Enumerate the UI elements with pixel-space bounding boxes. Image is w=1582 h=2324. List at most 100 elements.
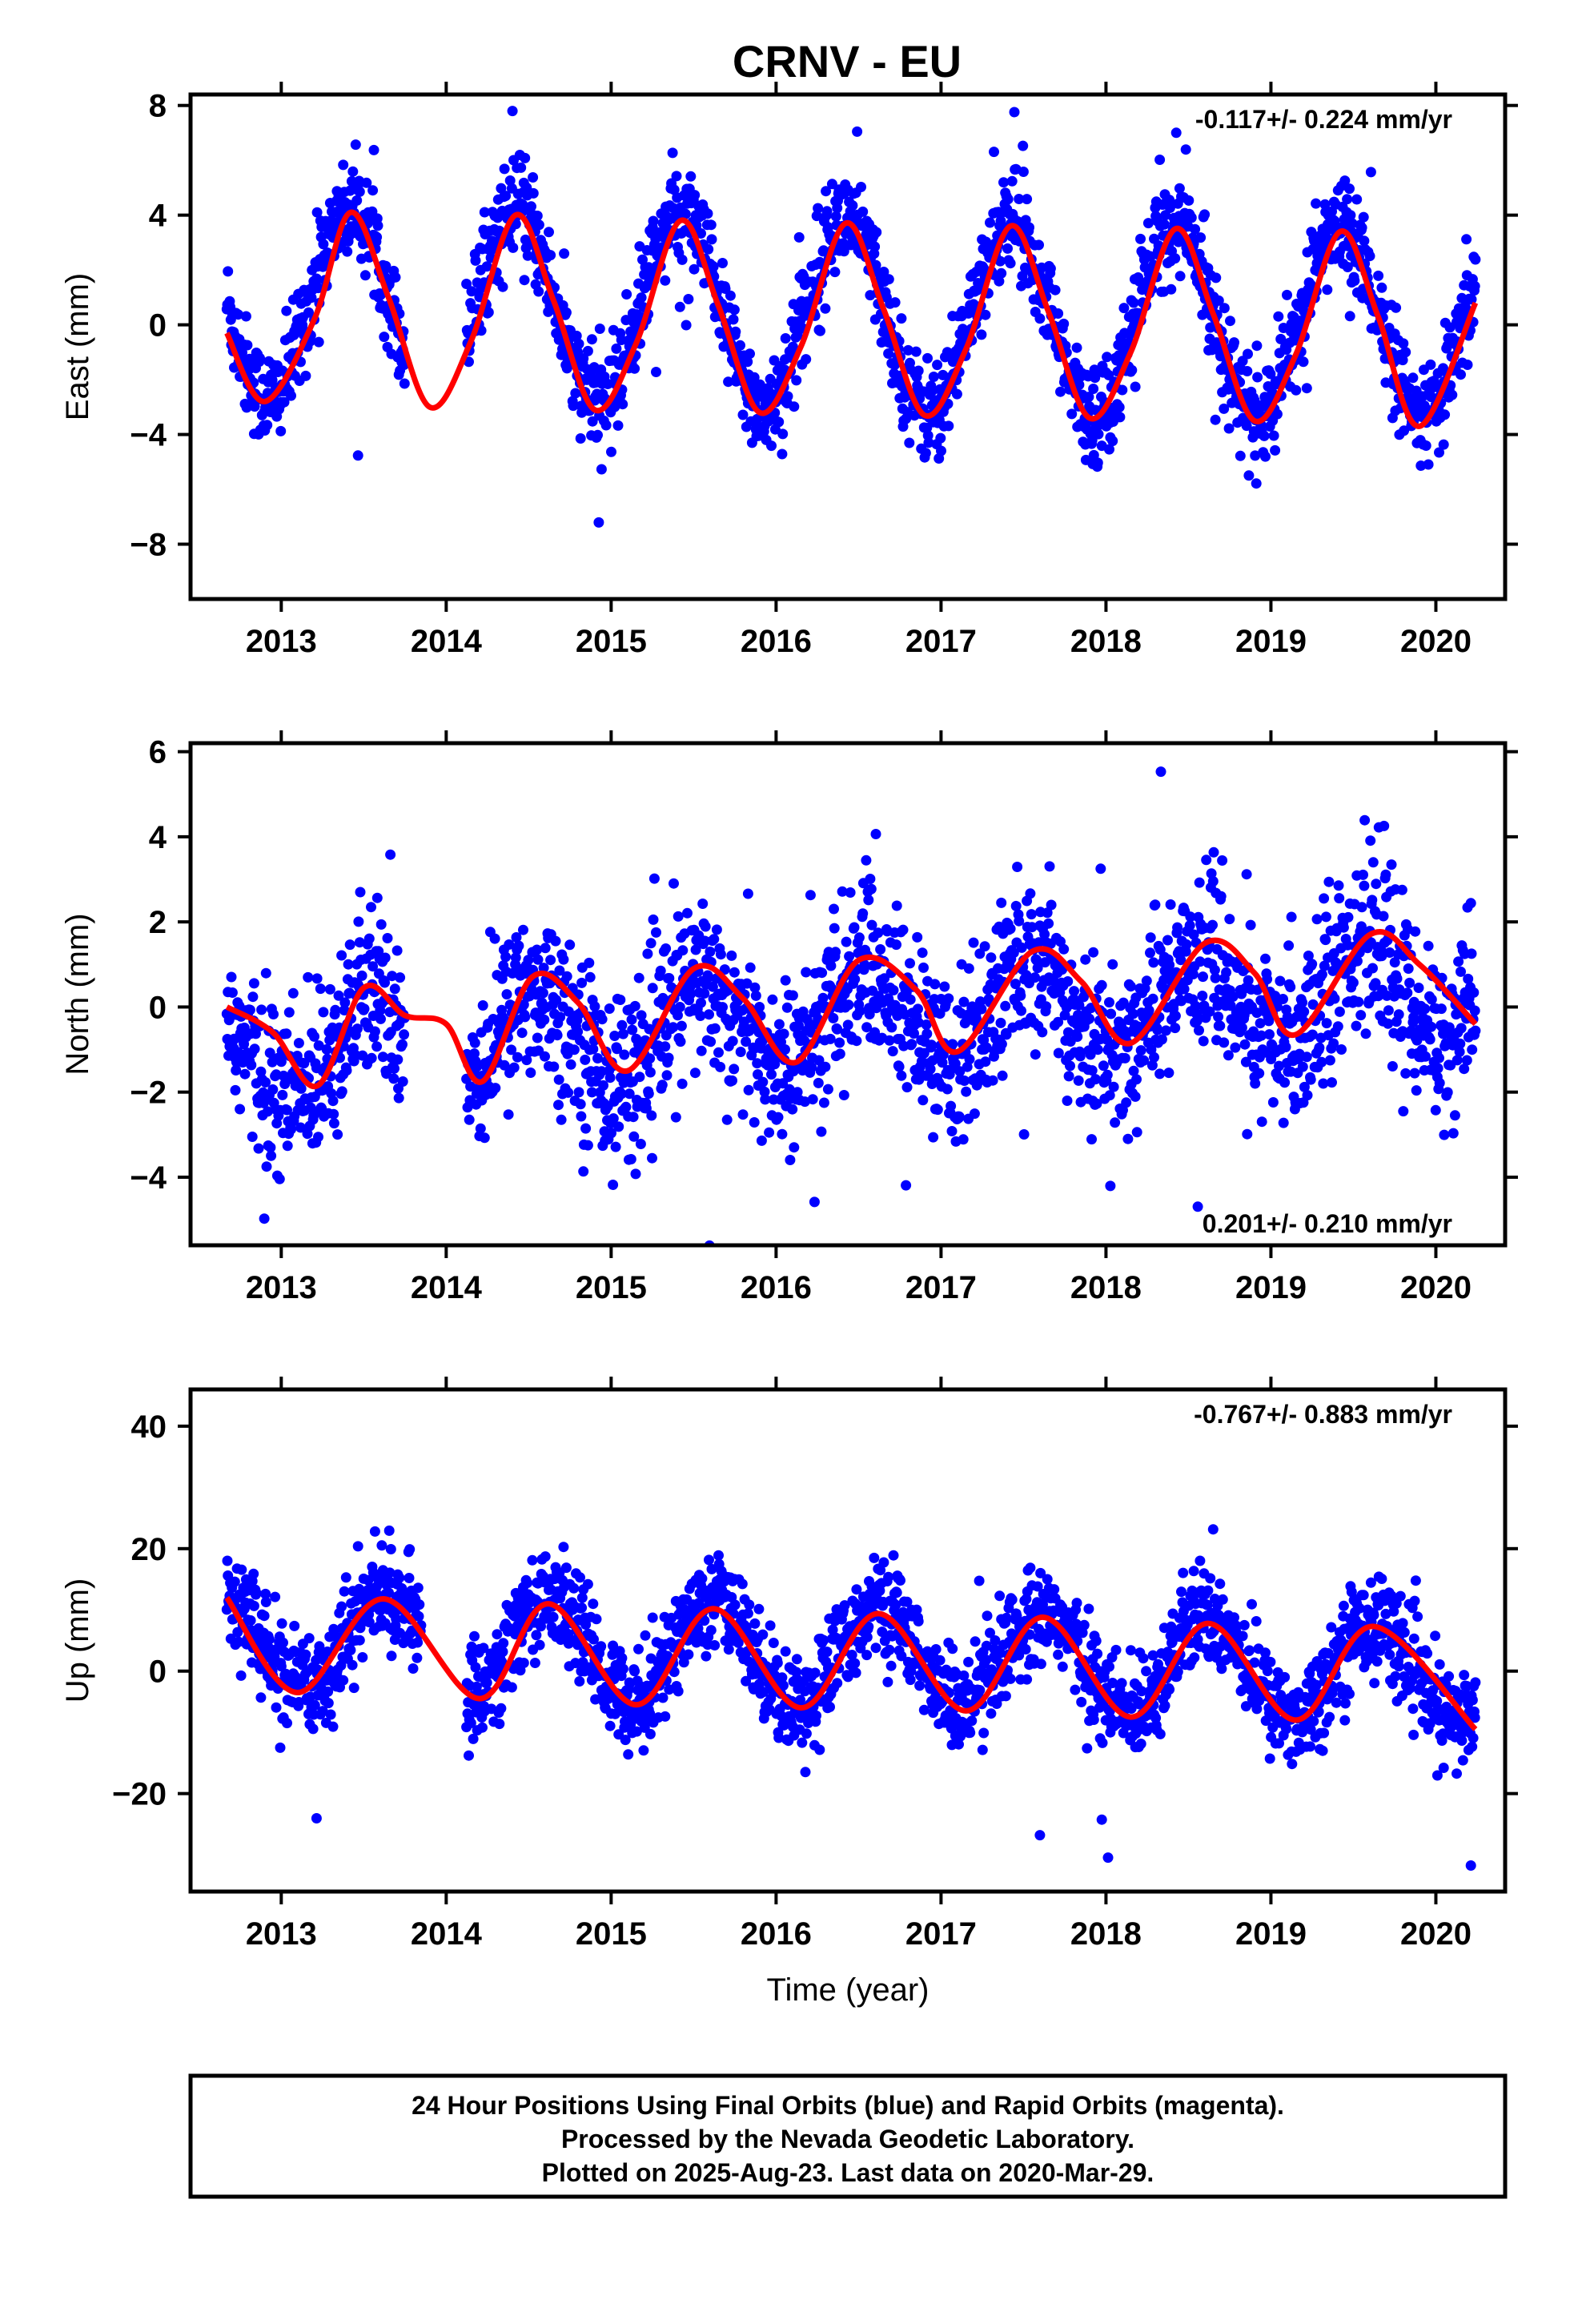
data-point — [1152, 1024, 1163, 1035]
data-point — [1104, 1090, 1115, 1101]
data-point — [1025, 888, 1036, 899]
data-point — [1347, 218, 1358, 229]
data-point — [345, 1645, 356, 1655]
data-point — [240, 311, 251, 322]
data-point — [897, 924, 909, 935]
data-point — [575, 1572, 585, 1583]
data-point — [580, 1619, 592, 1630]
data-point — [1128, 1065, 1139, 1076]
data-point — [636, 292, 647, 304]
data-point — [496, 1703, 507, 1714]
data-point — [1435, 1003, 1447, 1015]
data-point — [958, 996, 970, 1007]
data-point — [575, 433, 586, 444]
data-point — [307, 1723, 319, 1735]
data-point — [963, 963, 974, 974]
data-point — [347, 1659, 358, 1671]
data-point — [1438, 439, 1449, 450]
data-point — [588, 1043, 599, 1055]
data-point — [582, 1140, 593, 1151]
data-point — [366, 902, 376, 913]
data-point — [1181, 939, 1192, 950]
data-point — [1131, 1074, 1142, 1085]
data-point — [1358, 869, 1368, 880]
data-point — [1342, 262, 1353, 272]
data-point — [1307, 959, 1318, 970]
data-point — [681, 320, 692, 331]
data-point — [1456, 369, 1466, 380]
data-point — [821, 186, 832, 197]
data-point — [504, 175, 516, 186]
data-point — [1319, 960, 1330, 971]
data-point — [1250, 450, 1261, 461]
data-point — [1219, 1037, 1230, 1048]
data-point — [1229, 337, 1239, 348]
data-point — [1243, 348, 1253, 360]
data-point — [1086, 1134, 1097, 1145]
data-point — [527, 1554, 538, 1566]
data-point — [683, 294, 694, 304]
data-point — [303, 1633, 315, 1644]
data-point — [778, 1028, 789, 1039]
data-point — [648, 215, 659, 227]
data-point — [520, 152, 531, 163]
data-point — [385, 1544, 396, 1554]
data-point — [500, 191, 512, 202]
data-point — [1323, 876, 1335, 887]
data-point — [550, 935, 561, 947]
data-point — [311, 1655, 322, 1666]
data-point — [1145, 947, 1155, 959]
data-point — [713, 1047, 724, 1058]
data-point — [1242, 1128, 1253, 1140]
data-point — [533, 286, 544, 297]
data-point — [675, 1036, 686, 1047]
data-point — [572, 1026, 584, 1037]
data-point — [1090, 1074, 1101, 1085]
data-point — [369, 1026, 380, 1037]
plot-frame — [188, 92, 1508, 601]
y-tick-label: 0 — [149, 308, 167, 344]
data-point — [1224, 914, 1235, 925]
data-point — [318, 239, 329, 250]
data-point — [477, 1722, 488, 1733]
data-point — [1188, 929, 1199, 940]
data-point — [669, 878, 679, 889]
data-point — [511, 932, 522, 943]
y-tick-label: 0 — [149, 990, 167, 1025]
data-point — [280, 1362, 291, 1373]
data-point — [918, 962, 929, 973]
data-point — [274, 1173, 285, 1184]
data-point — [408, 1663, 419, 1674]
data-point — [404, 1544, 416, 1555]
data-point — [313, 1040, 324, 1051]
data-point — [1439, 409, 1451, 420]
data-point — [939, 981, 950, 992]
data-point — [1461, 1055, 1472, 1066]
data-point — [609, 1031, 620, 1041]
data-point — [490, 1083, 501, 1094]
data-point — [1297, 1061, 1308, 1072]
data-point — [596, 1641, 607, 1652]
data-point — [1006, 175, 1018, 187]
x-tick-label: 2017 — [905, 1270, 977, 1305]
data-point — [300, 370, 311, 381]
data-point — [522, 1578, 532, 1589]
data-point — [512, 1051, 523, 1063]
data-point — [1367, 963, 1378, 974]
data-point — [630, 1168, 641, 1180]
data-point — [1191, 1015, 1203, 1027]
data-point — [1215, 891, 1227, 902]
data-point — [623, 1749, 634, 1760]
data-point — [300, 1649, 311, 1660]
data-point — [608, 1180, 619, 1190]
data-point — [382, 933, 393, 943]
data-point — [905, 958, 915, 969]
data-point — [275, 425, 287, 436]
data-point — [756, 1135, 767, 1146]
data-point — [735, 340, 745, 351]
data-point — [469, 1037, 480, 1048]
data-point — [483, 307, 494, 318]
data-point — [412, 1582, 424, 1594]
data-point — [950, 1058, 961, 1069]
data-point — [1380, 869, 1391, 880]
